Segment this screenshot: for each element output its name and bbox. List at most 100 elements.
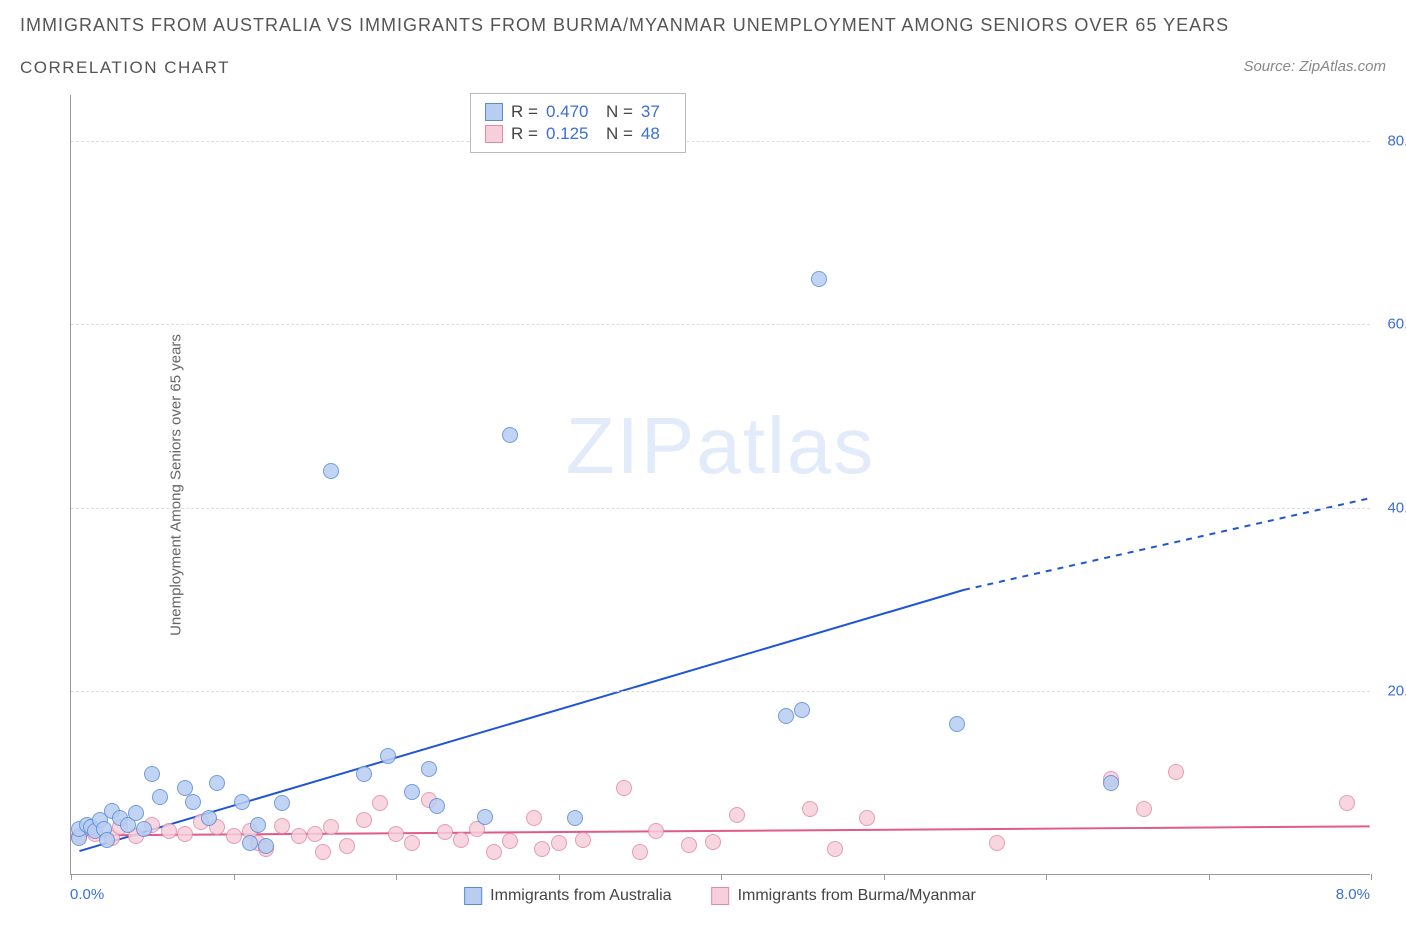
legend-swatch (464, 887, 482, 905)
legend: Immigrants from Australia Immigrants from… (464, 887, 976, 905)
scatter-point (551, 835, 567, 851)
legend-label: Immigrants from Australia (490, 887, 671, 905)
scatter-point (161, 823, 177, 839)
scatter-point (1339, 795, 1355, 811)
scatter-point (526, 810, 542, 826)
scatter-point (502, 833, 518, 849)
grid-line (71, 508, 1370, 509)
grid-line (71, 691, 1370, 692)
scatter-point (1168, 764, 1184, 780)
scatter-point (388, 826, 404, 842)
scatter-point (632, 844, 648, 860)
r-value: 0.470 (546, 102, 598, 122)
trend-line-extrapolated (964, 498, 1370, 590)
scatter-point (534, 841, 550, 857)
n-label: N = (606, 102, 633, 122)
scatter-point (201, 810, 217, 826)
legend-swatch (712, 887, 730, 905)
grid-line (71, 141, 1370, 142)
scatter-point (794, 702, 810, 718)
scatter-point (258, 838, 274, 854)
x-tick (396, 874, 397, 880)
scatter-point (274, 795, 290, 811)
stats-row: R =0.470N =37 (485, 102, 671, 122)
scatter-point (136, 821, 152, 837)
r-label: R = (511, 124, 538, 144)
scatter-point (811, 271, 827, 287)
x-tick (721, 874, 722, 880)
scatter-point (404, 784, 420, 800)
scatter-point (128, 805, 144, 821)
n-value: 48 (641, 124, 671, 144)
scatter-point (356, 812, 372, 828)
scatter-point (502, 427, 518, 443)
r-value: 0.125 (546, 124, 598, 144)
scatter-point (859, 810, 875, 826)
legend-label: Immigrants from Burma/Myanmar (738, 887, 976, 905)
scatter-point (144, 766, 160, 782)
stats-row: R =0.125N =48 (485, 124, 671, 144)
legend-item: Immigrants from Burma/Myanmar (712, 887, 976, 905)
trend-lines-svg (71, 95, 1370, 874)
scatter-point (356, 766, 372, 782)
chart-title: IMMIGRANTS FROM AUSTRALIA VS IMMIGRANTS … (20, 15, 1229, 36)
plot-area: ZIPatlas 20.0%40.0%60.0%80.0% (70, 95, 1370, 875)
y-tick-label: 40.0% (1387, 499, 1406, 516)
x-axis-max-label: 8.0% (1336, 886, 1370, 903)
scatter-point (989, 835, 1005, 851)
trend-line (71, 826, 1369, 835)
scatter-point (729, 807, 745, 823)
x-axis-min-label: 0.0% (70, 886, 104, 903)
scatter-point (429, 798, 445, 814)
scatter-point (209, 775, 225, 791)
scatter-point (226, 828, 242, 844)
y-tick-label: 60.0% (1387, 316, 1406, 333)
scatter-point (1136, 801, 1152, 817)
chart-subtitle: CORRELATION CHART (20, 58, 230, 78)
chart-container: Unemployment Among Seniors over 65 years… (70, 95, 1370, 875)
scatter-point (177, 826, 193, 842)
x-tick (1046, 874, 1047, 880)
scatter-point (705, 834, 721, 850)
correlation-stats-box: R =0.470N =37R =0.125N =48 (470, 93, 686, 153)
scatter-point (437, 824, 453, 840)
scatter-point (274, 818, 290, 834)
scatter-point (234, 794, 250, 810)
r-label: R = (511, 102, 538, 122)
scatter-point (648, 823, 664, 839)
scatter-point (681, 837, 697, 853)
legend-item: Immigrants from Australia (464, 887, 671, 905)
x-tick (234, 874, 235, 880)
x-tick (71, 874, 72, 880)
scatter-point (152, 789, 168, 805)
watermark-thin: atlas (696, 401, 875, 490)
scatter-point (616, 780, 632, 796)
scatter-point (242, 835, 258, 851)
grid-line (71, 324, 1370, 325)
y-tick-label: 20.0% (1387, 683, 1406, 700)
scatter-point (421, 761, 437, 777)
scatter-point (486, 844, 502, 860)
scatter-point (307, 826, 323, 842)
series-swatch (485, 103, 503, 121)
scatter-point (567, 810, 583, 826)
scatter-point (291, 828, 307, 844)
scatter-point (185, 794, 201, 810)
scatter-point (323, 463, 339, 479)
x-tick (1209, 874, 1210, 880)
scatter-point (949, 716, 965, 732)
scatter-point (323, 819, 339, 835)
scatter-point (1103, 775, 1119, 791)
scatter-point (99, 832, 115, 848)
scatter-point (372, 795, 388, 811)
scatter-point (250, 817, 266, 833)
scatter-point (778, 708, 794, 724)
scatter-point (575, 832, 591, 848)
series-swatch (485, 125, 503, 143)
watermark: ZIPatlas (566, 400, 875, 492)
watermark-bold: ZIP (566, 401, 696, 490)
scatter-point (339, 838, 355, 854)
scatter-point (404, 835, 420, 851)
x-tick (559, 874, 560, 880)
x-tick (884, 874, 885, 880)
